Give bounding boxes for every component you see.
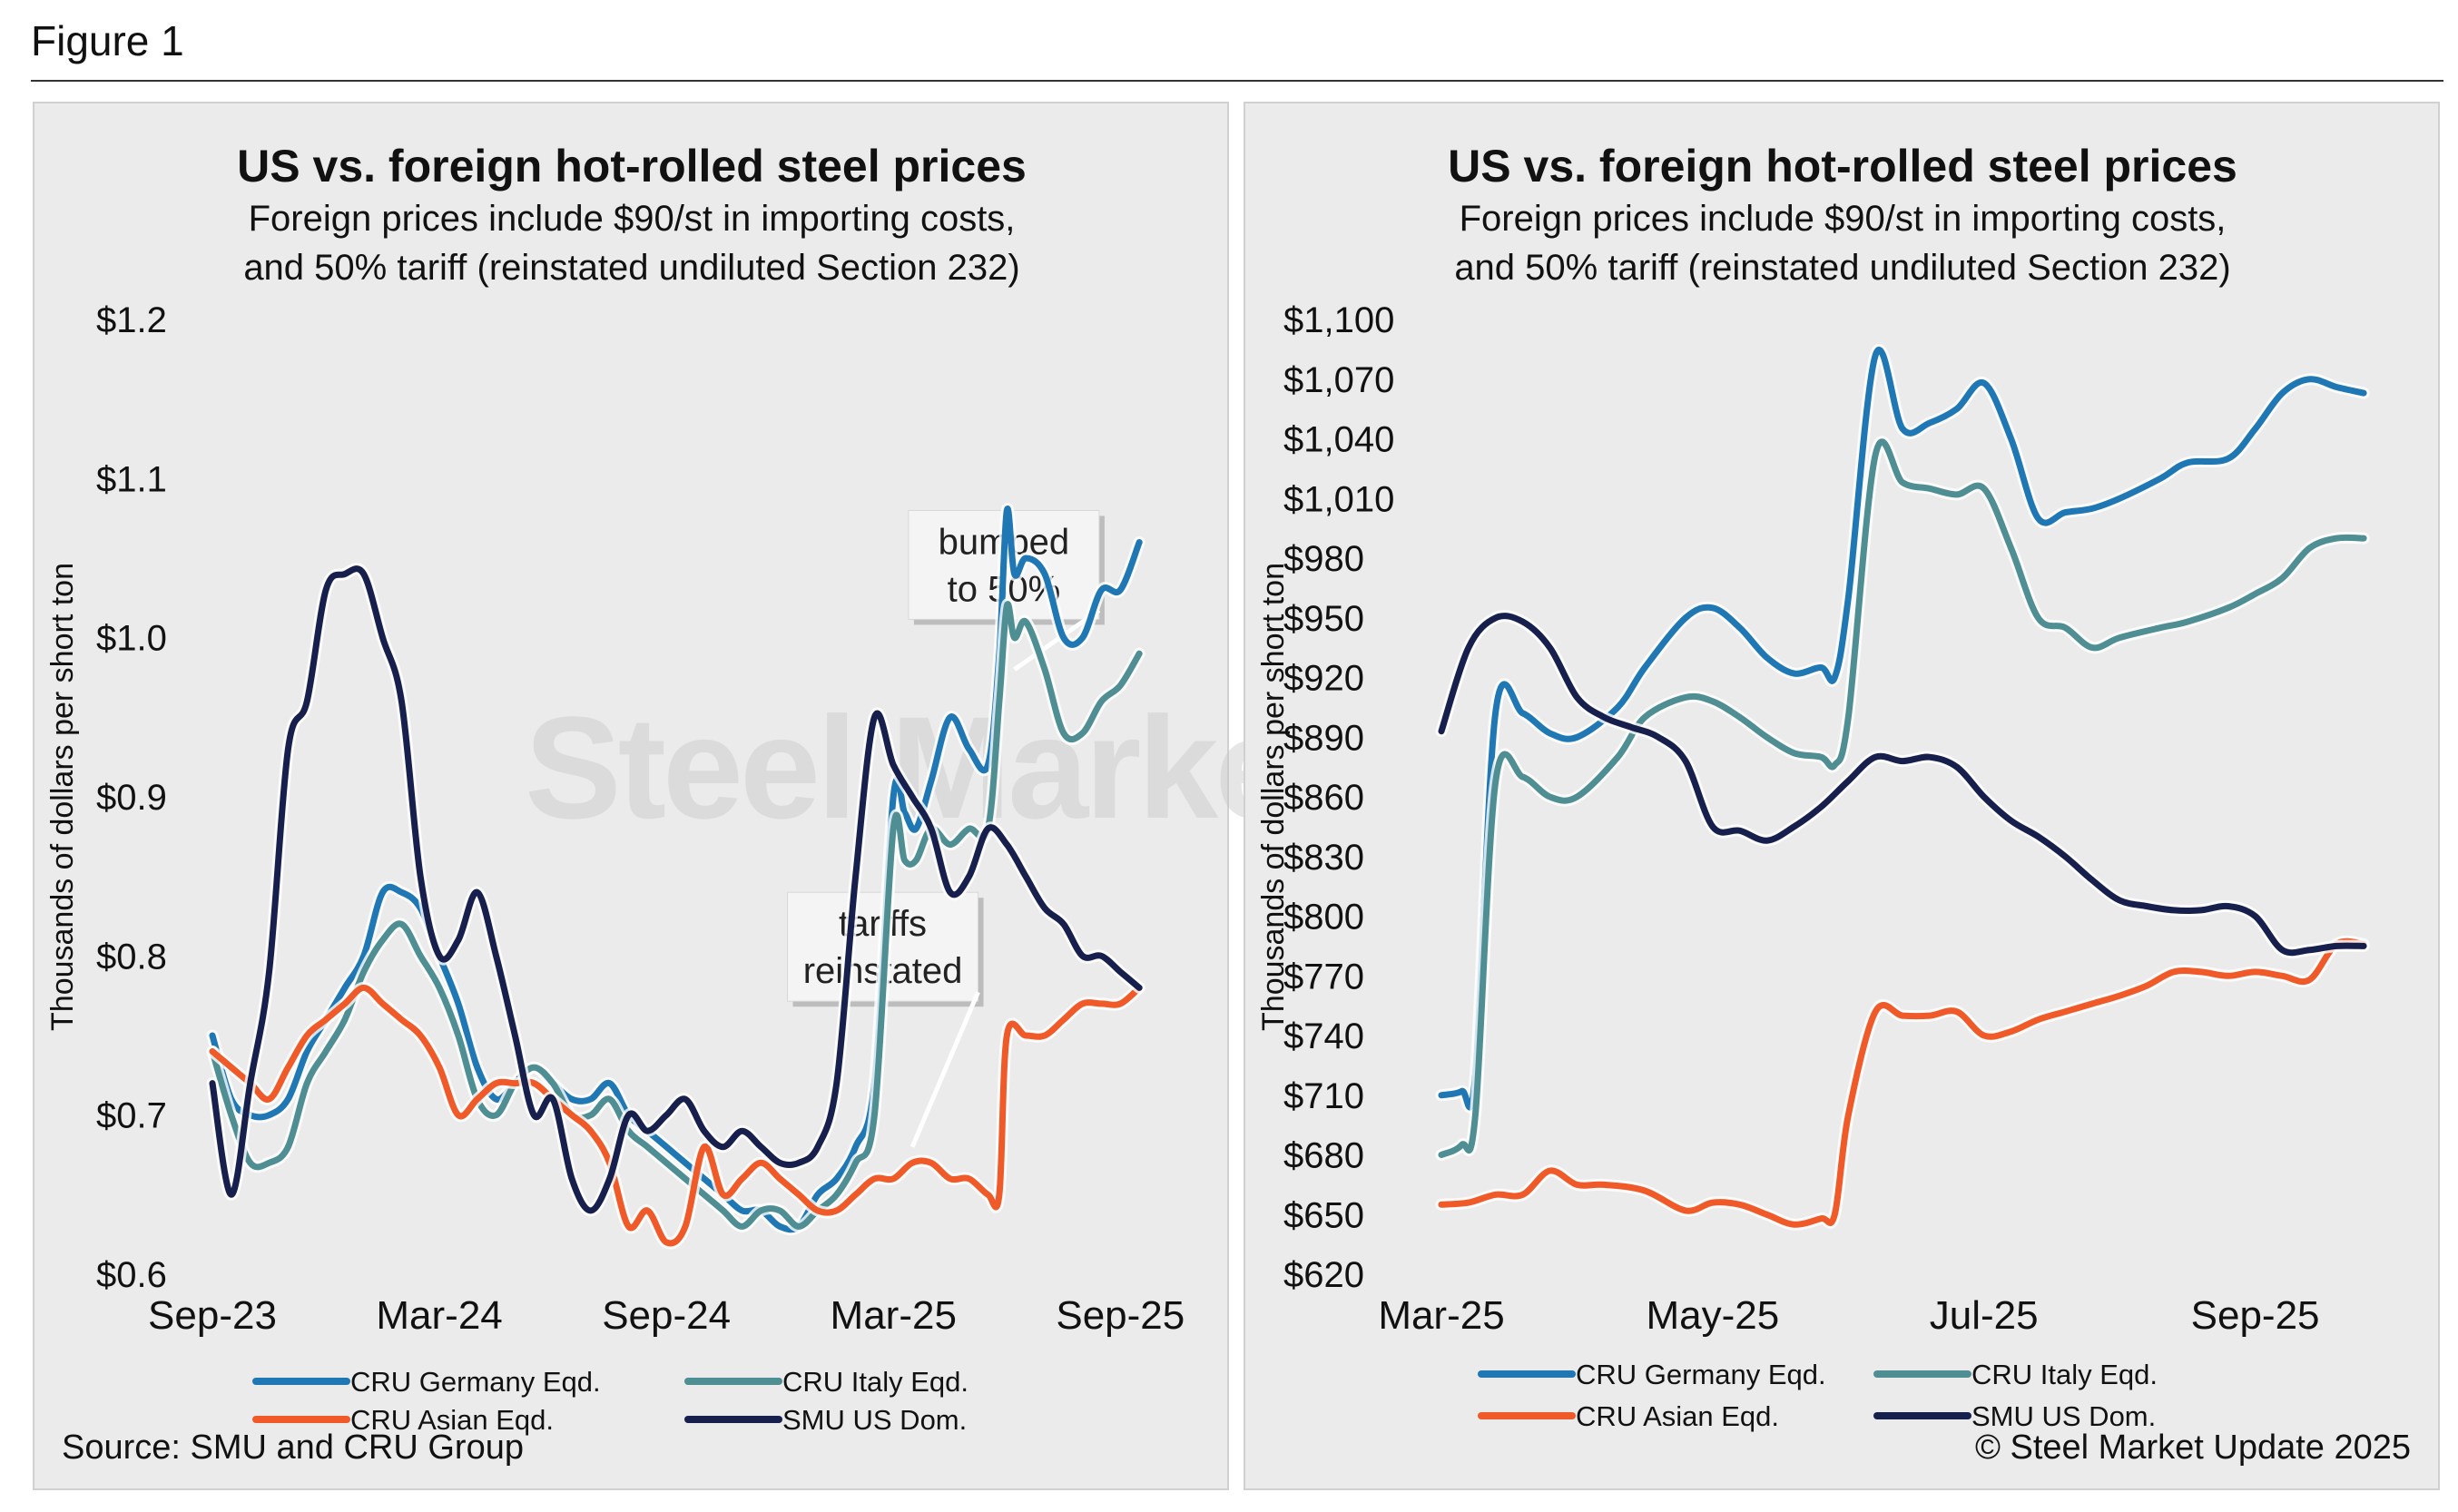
left-y-tick-label: $1.2 bbox=[96, 300, 167, 340]
left-legend-label: CRU Italy Eqd. bbox=[782, 1366, 968, 1398]
left-x-tick-label: Mar-25 bbox=[831, 1293, 957, 1338]
right-x-tick-label: May-25 bbox=[1646, 1293, 1779, 1338]
right-legend-label: SMU US Dom. bbox=[1971, 1400, 2156, 1432]
left-chart-svg: US vs. foreign hot-rolled steel prices Fo… bbox=[45, 141, 1185, 1436]
right-legend-label: CRU Asian Eqd. bbox=[1576, 1400, 1779, 1432]
left-y-tick-label: $1.1 bbox=[96, 459, 167, 499]
right-y-axis-label: Thousands of dollars per short ton bbox=[1256, 563, 1291, 1031]
left-chart-subtitle-2: and 50% tariff (reinstated undiluted Sec… bbox=[243, 248, 1019, 288]
left-y-tick-label: $0.7 bbox=[96, 1096, 167, 1136]
right-series-halo-3 bbox=[1435, 610, 2370, 959]
left-x-tick-label: Mar-24 bbox=[376, 1293, 502, 1338]
right-y-tick-label: $740 bbox=[1283, 1016, 1364, 1056]
right-chart-svg: US vs. foreign hot-rolled steel prices Fo… bbox=[1256, 141, 2370, 1432]
right-y-tick-label: $950 bbox=[1283, 599, 1364, 639]
left-y-tick-label: $0.6 bbox=[96, 1255, 167, 1295]
left-x-tick-label: Sep-25 bbox=[1056, 1293, 1185, 1338]
right-legend-label: CRU Italy Eqd. bbox=[1971, 1359, 2158, 1390]
right-y-tick-label: $980 bbox=[1283, 539, 1364, 579]
right-x-tick-label: Mar-25 bbox=[1378, 1293, 1504, 1338]
right-chart-subtitle-2: and 50% tariff (reinstated undiluted Sec… bbox=[1454, 248, 2230, 288]
right-chart-title: US vs. foreign hot-rolled steel prices bbox=[1448, 141, 2237, 191]
right-y-tick-label: $860 bbox=[1283, 778, 1364, 818]
left-y-tick-label: $1.0 bbox=[96, 619, 167, 659]
right-x-tick-label: Jul-25 bbox=[1930, 1293, 2039, 1338]
right-y-tick-label: $620 bbox=[1283, 1255, 1364, 1295]
right-series-line-smu-us-dom- bbox=[1438, 613, 2367, 957]
right-y-tick-label: $800 bbox=[1283, 898, 1364, 938]
left-y-tick-label: $0.9 bbox=[96, 778, 167, 818]
left-legend-label: CRU Germany Eqd. bbox=[350, 1366, 601, 1398]
right-y-tick-label: $1,040 bbox=[1283, 420, 1394, 460]
figure-divider bbox=[31, 80, 2443, 82]
left-series-line-cru-italy-eqd- bbox=[209, 601, 1143, 1230]
left-x-tick-label: Sep-24 bbox=[602, 1293, 731, 1338]
left-y-tick-label: $0.8 bbox=[96, 937, 167, 977]
right-y-tick-label: $1,010 bbox=[1283, 479, 1394, 519]
left-legend-label: CRU Asian Eqd. bbox=[350, 1404, 554, 1436]
right-series-halo-0 bbox=[1435, 344, 2370, 1114]
right-chart-panel: US vs. foreign hot-rolled steel prices Fo… bbox=[1244, 102, 2440, 1490]
right-chart-subtitle-1: Foreign prices include $90/st in importi… bbox=[1460, 199, 2227, 239]
left-x-tick-label: Sep-23 bbox=[148, 1293, 277, 1338]
right-x-tick-label: Sep-25 bbox=[2191, 1293, 2320, 1338]
left-series-line-cru-asian-eqd- bbox=[209, 984, 1143, 1247]
left-chart-panel: Steel Market Update US vs. foreign hot-r… bbox=[33, 102, 1847, 1490]
figure-label: Figure 1 bbox=[31, 17, 184, 64]
right-y-tick-label: $890 bbox=[1283, 718, 1364, 758]
copyright-note: © Steel Market Update 2025 bbox=[1974, 1429, 2411, 1467]
left-series-line-smu-us-dom- bbox=[209, 565, 1143, 1214]
left-annotation-pointer bbox=[909, 991, 980, 1148]
right-y-tick-label: $830 bbox=[1283, 838, 1364, 878]
left-chart-title: US vs. foreign hot-rolled steel prices bbox=[237, 141, 1027, 191]
right-series-line-cru-germany-eqd- bbox=[1438, 347, 2367, 1111]
right-series-line-cru-italy-eqd- bbox=[1438, 438, 2367, 1158]
right-y-tick-label: $650 bbox=[1283, 1195, 1364, 1235]
right-y-tick-label: $1,070 bbox=[1283, 360, 1394, 400]
right-series-line-cru-asian-eqd- bbox=[1438, 938, 2367, 1228]
right-y-tick-label: $1,100 bbox=[1283, 300, 1394, 340]
source-note: Source: SMU and CRU Group bbox=[62, 1429, 524, 1467]
right-y-tick-label: $770 bbox=[1283, 957, 1364, 997]
right-y-tick-label: $920 bbox=[1283, 659, 1364, 699]
right-legend-label: CRU Germany Eqd. bbox=[1576, 1359, 1826, 1390]
right-y-tick-label: $680 bbox=[1283, 1136, 1364, 1176]
right-y-tick-label: $710 bbox=[1283, 1076, 1364, 1116]
left-legend-label: SMU US Dom. bbox=[782, 1404, 967, 1436]
left-y-axis-label: Thousands of dollars per short ton bbox=[45, 563, 80, 1031]
left-chart-subtitle-1: Foreign prices include $90/st in importi… bbox=[249, 199, 1016, 239]
